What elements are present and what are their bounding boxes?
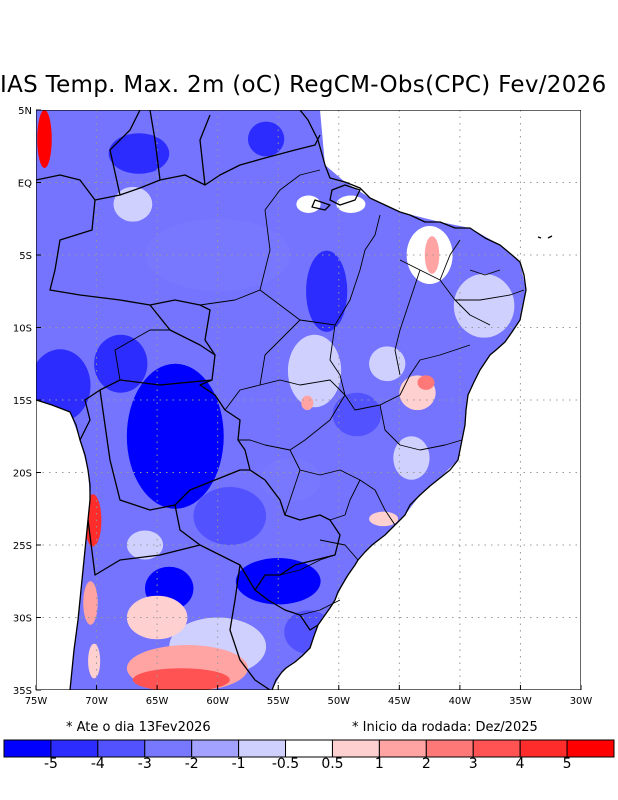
colorbar-tick-label: 3 <box>468 756 478 772</box>
lon-tick-label: 40W <box>449 696 472 707</box>
colorbar-tick-label: -5 <box>43 756 58 772</box>
anomaly-patch <box>287 334 342 408</box>
anomaly-patch <box>453 273 515 338</box>
anomaly-patch <box>369 511 399 527</box>
colorbar-tick-label: 0.5 <box>321 756 344 772</box>
lat-tick-label: 10S <box>13 324 32 335</box>
colorbar-tick-label: -1 <box>231 756 246 772</box>
anomaly-patch <box>424 236 440 274</box>
lon-tick-label: 55W <box>267 696 290 707</box>
anomaly-patch <box>369 346 406 382</box>
colorbar-swatch <box>285 739 333 758</box>
anomaly-patch <box>94 334 148 393</box>
anomaly-patch <box>336 195 366 213</box>
anomaly-patch <box>417 375 435 390</box>
lon-tick-label: 45W <box>388 696 411 707</box>
colorbar-tick-label: 1 <box>374 756 384 772</box>
anomaly-patches <box>36 110 515 690</box>
anomaly-patch <box>301 395 314 411</box>
colorbar-swatch <box>144 739 193 758</box>
map-frame <box>36 110 581 690</box>
lat-tick-label: 5S <box>19 251 32 262</box>
colorbar-swatch <box>378 739 427 758</box>
anomaly-patch <box>113 186 153 222</box>
anomaly-patch <box>126 363 224 509</box>
lon-tick-label: 30W <box>570 696 593 707</box>
anomaly-patch <box>37 110 52 168</box>
note-run-start: * Inicio da rodada: Dez/2025 <box>352 720 538 735</box>
colorbar-swatch <box>3 739 52 758</box>
anomaly-patch <box>296 195 321 213</box>
atlantic-coastline <box>271 110 527 690</box>
anomaly-patch <box>260 458 321 502</box>
lat-tick-label: 5N <box>18 106 32 117</box>
national-borders <box>36 174 341 631</box>
map-title: IAS Temp. Max. 2m (oC) RegCM-Obs(CPC) Fe… <box>0 72 607 98</box>
lat-tick-label: 15S <box>13 396 32 407</box>
anomaly-patch <box>235 558 321 605</box>
national-borders <box>94 110 321 201</box>
lat-tick-label: 35S <box>13 686 32 697</box>
colorbar-swatch <box>97 739 146 758</box>
anomaly-patch <box>108 133 170 174</box>
lon-tick-label: 60W <box>206 696 229 707</box>
colorbar-swatch <box>50 739 99 758</box>
lon-tick-label: 35W <box>509 696 532 707</box>
lat-tick-label: EQ <box>18 179 32 190</box>
colorbar-swatch <box>566 739 615 758</box>
lon-tick-label: 50W <box>327 696 350 707</box>
lat-tick-label: 25S <box>13 541 32 552</box>
lat-tick-label: 20S <box>13 469 32 480</box>
anomaly-patch <box>306 250 348 332</box>
lon-tick-label: 75W <box>25 696 48 707</box>
anomaly-patch <box>247 121 285 157</box>
colorbar-tick-label: -3 <box>137 756 152 772</box>
lat-tick-label: 30S <box>13 614 32 625</box>
colorbar-tick-label: -4 <box>90 756 105 772</box>
anomaly-patch <box>332 392 382 437</box>
colorbar-swatch <box>425 739 474 758</box>
colorbar-swatch <box>519 739 568 758</box>
anomaly-patch <box>145 218 291 292</box>
colorbar-tick-label: 4 <box>515 756 525 772</box>
coastlines-borders <box>36 110 553 690</box>
colorbar-swatch <box>472 739 521 758</box>
lon-tick-label: 65W <box>146 696 169 707</box>
anomaly-patch <box>132 668 230 690</box>
anomaly-patch <box>88 643 101 679</box>
anomaly-patch <box>126 530 164 560</box>
colorbar <box>3 739 615 758</box>
lon-tick-label: 70W <box>85 696 108 707</box>
colorbar-tick-label: 2 <box>421 756 431 772</box>
anomaly-patch <box>393 436 430 480</box>
colorbar-tick-label: -0.5 <box>271 756 300 772</box>
note-date: * Ate o dia 13Fev2026 <box>66 720 211 735</box>
anomaly-patch <box>83 581 98 625</box>
islands-marajo <box>311 184 553 239</box>
state-borders <box>114 319 346 576</box>
colorbar-swatch <box>191 739 240 758</box>
national-borders <box>79 304 271 690</box>
colorbar-swatch <box>331 739 380 758</box>
state-borders <box>199 169 525 616</box>
colorbar-tick-label: 5 <box>562 756 572 772</box>
colorbar-swatch <box>238 739 287 758</box>
colorbar-tick-label: -2 <box>184 756 199 772</box>
anomaly-patch <box>193 487 267 545</box>
